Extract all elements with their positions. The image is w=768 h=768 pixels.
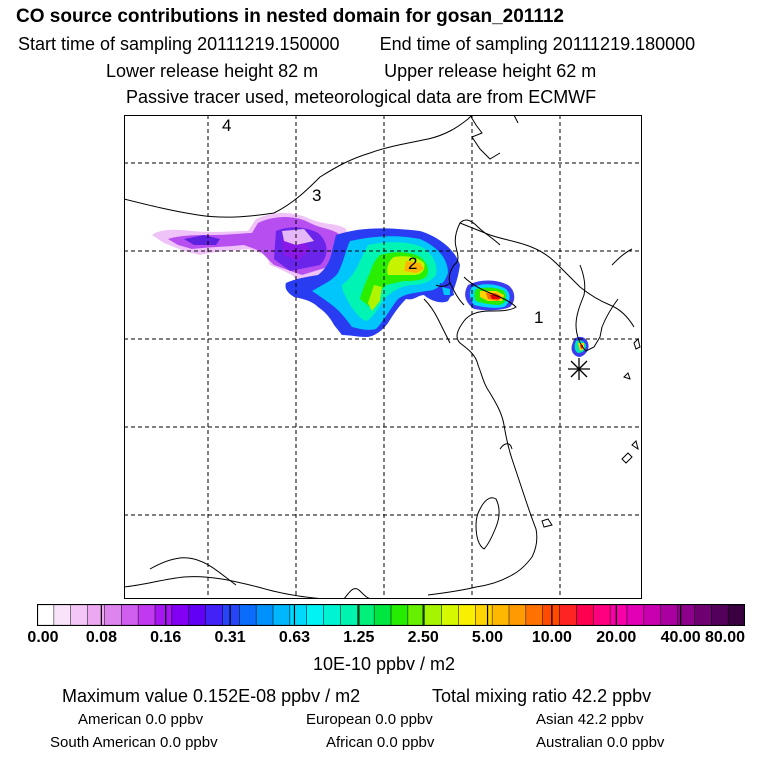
sampling-times: Start time of sampling 20111219.150000 E… (18, 34, 695, 55)
african-contribution: African 0.0 ppbv (326, 734, 435, 751)
colorbar-cell (256, 604, 274, 626)
colorbar-tick-label: 0.16 (150, 629, 182, 646)
colorbar-tick-label: 0.63 (278, 629, 311, 646)
colorbar-cell (273, 604, 291, 626)
colorbar-cell (37, 604, 55, 626)
receptor-marker (568, 358, 590, 380)
colorbar-cell (509, 604, 527, 626)
colorbar-cell (424, 604, 443, 626)
colorbar-cell (340, 604, 358, 626)
colorbar-cell (475, 604, 493, 626)
colorbar-cell (87, 604, 106, 626)
colorbar-cell (458, 604, 476, 626)
graticule (124, 115, 642, 599)
colorbar-cell (70, 604, 89, 626)
coastlines (124, 115, 641, 599)
colorbar-cell (188, 604, 207, 626)
colorbar-cell (391, 604, 409, 626)
colorbar-cell (205, 604, 224, 626)
colorbar-tick-label: 1.25 (343, 629, 375, 646)
upper-release-label: Upper release height 62 m (384, 61, 597, 81)
colorbar-cell (407, 604, 426, 626)
total-mixing-ratio: Total mixing ratio 42.2 ppbv (432, 686, 652, 706)
colorbar-cell (138, 604, 156, 626)
asian-contribution: Asian 42.2 ppbv (536, 711, 644, 728)
colorbar-tick-label: 10.00 (531, 629, 572, 646)
colorbar-tick-label: 0.31 (214, 629, 246, 646)
colorbar-cell (643, 604, 662, 626)
colorbar-cell (694, 604, 712, 626)
colorbar-cell (306, 604, 325, 626)
concentration-plume (152, 213, 589, 357)
colorbar-tick-label: 40.00 (660, 629, 701, 646)
american-contribution: American 0.0 ppbv (78, 711, 204, 728)
colorbar-cell (660, 604, 679, 626)
region-label-4: 4 (222, 116, 231, 135)
end-time-label: End time of sampling 20111219.180000 (379, 34, 696, 54)
australian-contribution: Australian 0.0 ppbv (536, 734, 665, 751)
region-label-2: 2 (408, 254, 417, 273)
colorbar-cell (239, 604, 257, 626)
colorbar-cell (121, 604, 139, 626)
colorbar-cell (171, 604, 190, 626)
colorbar-tick-label: 80.00 (704, 629, 746, 646)
colorbar-tick-label: 20.00 (596, 629, 637, 646)
colorbar-cell (728, 604, 745, 626)
map-panel: 1 2 3 4 (124, 115, 642, 599)
colorbar-cell (627, 604, 645, 626)
colorbar-cell (610, 604, 628, 626)
colorbar-tick-label: 0.00 (27, 629, 59, 646)
region-label-3: 3 (312, 186, 321, 205)
colorbar-cell (525, 604, 544, 626)
colorbar-tick-label: 0.08 (85, 629, 117, 646)
colorbar-tick-label: 5.00 (471, 629, 504, 646)
colorbar-cell (222, 604, 240, 626)
colorbar-cell (559, 604, 578, 626)
colorbar-cell (104, 604, 122, 626)
colorbar-cell (711, 604, 729, 626)
colorbar-cell (677, 604, 696, 626)
colorbar-cell (576, 604, 594, 626)
colorbar-cell (53, 604, 72, 626)
colorbar-cell (492, 604, 510, 626)
colorbar-cell (593, 604, 611, 626)
colorbar-cell (289, 604, 308, 626)
start-time-label: Start time of sampling 20111219.150000 (18, 34, 340, 54)
colorbar-cell (155, 604, 173, 626)
colorbar-tick-label: 2.50 (407, 629, 439, 646)
map-title: CO source contributions in nested domain… (16, 6, 564, 27)
south-american-contribution: South American 0.0 ppbv (50, 734, 218, 751)
lower-release-label: Lower release height 82 m (106, 61, 319, 81)
colorbar-cell (441, 604, 460, 626)
region-label-1: 1 (534, 308, 543, 327)
release-heights: Lower release height 82 m Upper release … (106, 61, 596, 82)
colorbar-cell (357, 604, 375, 626)
tracer-info: Passive tracer used, meteorological data… (126, 87, 597, 107)
european-contribution: European 0.0 ppbv (306, 711, 433, 728)
colorbar-cell (323, 604, 342, 626)
max-value: Maximum value 0.152E-08 ppbv / m2 (62, 686, 361, 706)
colorbar-units: 10E-10 ppbv / m2 (312, 654, 456, 674)
colorbar-cell (374, 604, 392, 626)
colorbar (37, 604, 745, 626)
